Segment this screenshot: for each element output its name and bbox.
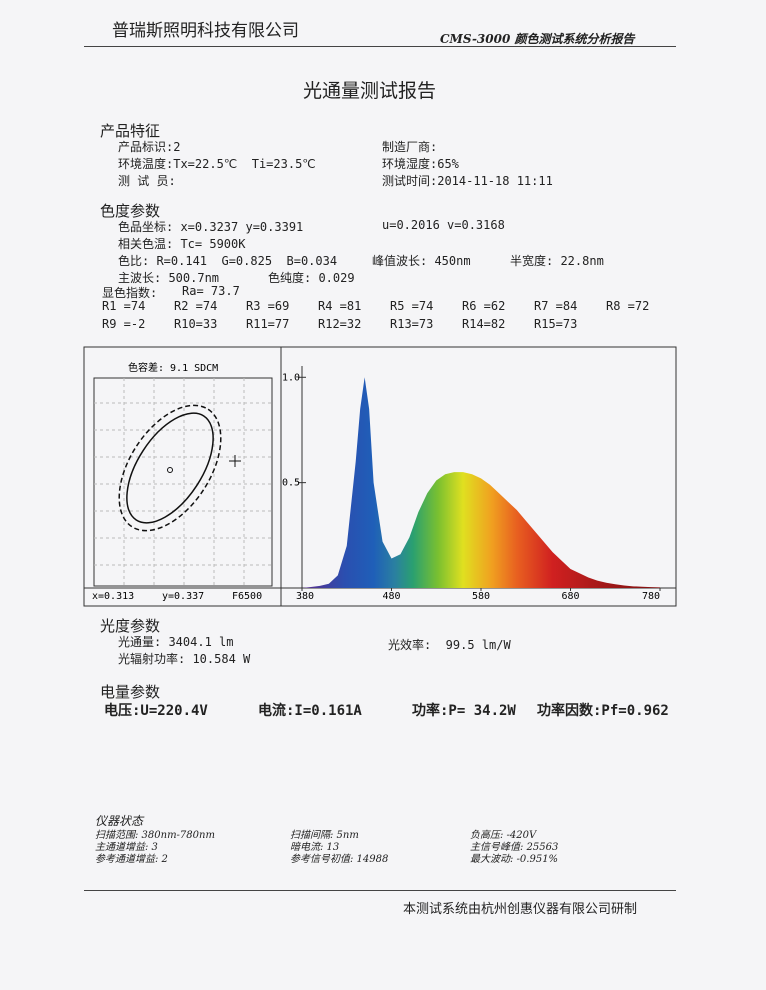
section-heading: 色度参数: [100, 202, 161, 220]
tolerance-box: [93, 377, 273, 587]
instrument-item: 参考通道增益: 2: [95, 854, 168, 865]
tolerance-standard: F6500: [232, 591, 262, 602]
field: 测 试 员:: [118, 174, 176, 188]
field: 环境温度:Tx=22.5℃ Ti=23.5℃: [118, 157, 316, 171]
tolerance-x: x=0.313: [92, 591, 134, 602]
ri-value: R5 =74: [390, 299, 434, 313]
field: 测试时间:2014-11-18 11:11: [382, 174, 553, 188]
x-tick-label: 780: [642, 591, 660, 602]
section-heading: 产品特征: [100, 122, 161, 140]
tolerance-label: 色容差: 9.1 SDCM: [128, 361, 218, 374]
instrument-item: 负高压: -420V: [470, 830, 537, 841]
ri-value: R7 =84: [534, 299, 578, 313]
footer-rule: [84, 890, 676, 891]
spectrum-chart: 0.5 1.0 380 480 580 680 780: [282, 366, 661, 602]
instrument-item: 主信号峰值: 25563: [470, 842, 559, 853]
field: 半宽度: 22.8nm: [510, 254, 604, 268]
system-name: CMS-3000 颜色测试系统分析报告: [440, 32, 635, 46]
x-tick-label: 480: [382, 591, 400, 602]
x-tick-label: 380: [296, 591, 314, 602]
tolerance-ellipses: [118, 404, 241, 532]
ri-value: R11=77: [246, 317, 290, 331]
x-tick-label: 580: [472, 591, 490, 602]
field: 电流:I=0.161A: [258, 703, 362, 719]
ri-value: R14=82: [462, 317, 506, 331]
field: 电压:U=220.4V: [104, 703, 208, 719]
field: 功率:P= 34.2W: [412, 703, 516, 719]
instrument-item: 扫描间隔: 5nm: [290, 830, 359, 841]
y-tick-label: 0.5: [282, 478, 300, 489]
footer: 本测试系统由杭州创惠仪器有限公司研制: [403, 902, 638, 917]
field: 光通量: 3404.1 lm: [118, 635, 234, 649]
instrument-item: 参考信号初值: 14988: [290, 854, 389, 865]
field: 功率因数:Pf=0.962: [537, 703, 669, 719]
instrument-item: 最大波动: -0.951%: [470, 854, 559, 865]
field: 环境湿度:65%: [382, 157, 459, 171]
field: 主波长: 500.7nm: [118, 271, 220, 285]
ri-value: R12=32: [318, 317, 362, 331]
ri-value: R3 =69: [246, 299, 290, 313]
instrument-item: 暗电流: 13: [290, 842, 340, 853]
ri-value: R9 =-2: [102, 317, 146, 331]
ri-value: R13=73: [390, 317, 434, 331]
section-heading: 仪器状态: [95, 814, 144, 828]
ri-value: R15=73: [534, 317, 578, 331]
ri-value: R1 =74: [102, 299, 146, 313]
company: 普瑞斯照明科技有限公司: [112, 21, 299, 41]
field: 产品标识:2: [118, 140, 181, 154]
ri-value: R2 =74: [174, 299, 218, 313]
ri-value: R4 =81: [318, 299, 362, 313]
header-rule: [84, 46, 676, 47]
field: 光效率: 99.5 lm/W: [388, 638, 511, 652]
field: 光辐射功率: 10.584 W: [118, 652, 251, 666]
section-heading: 电量参数: [100, 683, 161, 701]
section-heading: 光度参数: [100, 617, 161, 635]
x-tick-label: 680: [561, 591, 579, 602]
ri-value: R10=33: [174, 317, 218, 331]
field: 显色指数:: [102, 286, 158, 300]
field: Ra= 73.7: [182, 284, 240, 298]
field: u=0.2016 v=0.3168: [382, 218, 505, 232]
field: 色比: R=0.141 G=0.825 B=0.034: [118, 254, 338, 268]
tolerance-y: y=0.337: [162, 591, 204, 602]
field: 色品坐标: x=0.3237 y=0.3391: [118, 220, 304, 234]
field: 相关色温: Tc= 5900K: [118, 237, 246, 251]
chart-frame: [83, 346, 677, 607]
field: 色纯度: 0.029: [268, 271, 355, 285]
spectrum-area: [302, 377, 660, 588]
y-tick-label: 1.0: [282, 372, 300, 383]
ri-value: R6 =62: [462, 299, 506, 313]
instrument-item: 扫描范围: 380nm-780nm: [95, 830, 215, 841]
field: 制造厂商:: [382, 140, 438, 154]
ri-value: R8 =72: [606, 299, 650, 313]
field: 峰值波长: 450nm: [372, 254, 471, 268]
report-title: 光通量测试报告: [303, 80, 437, 102]
instrument-item: 主通道增益: 3: [95, 842, 158, 853]
tolerance-grid: [94, 378, 272, 586]
